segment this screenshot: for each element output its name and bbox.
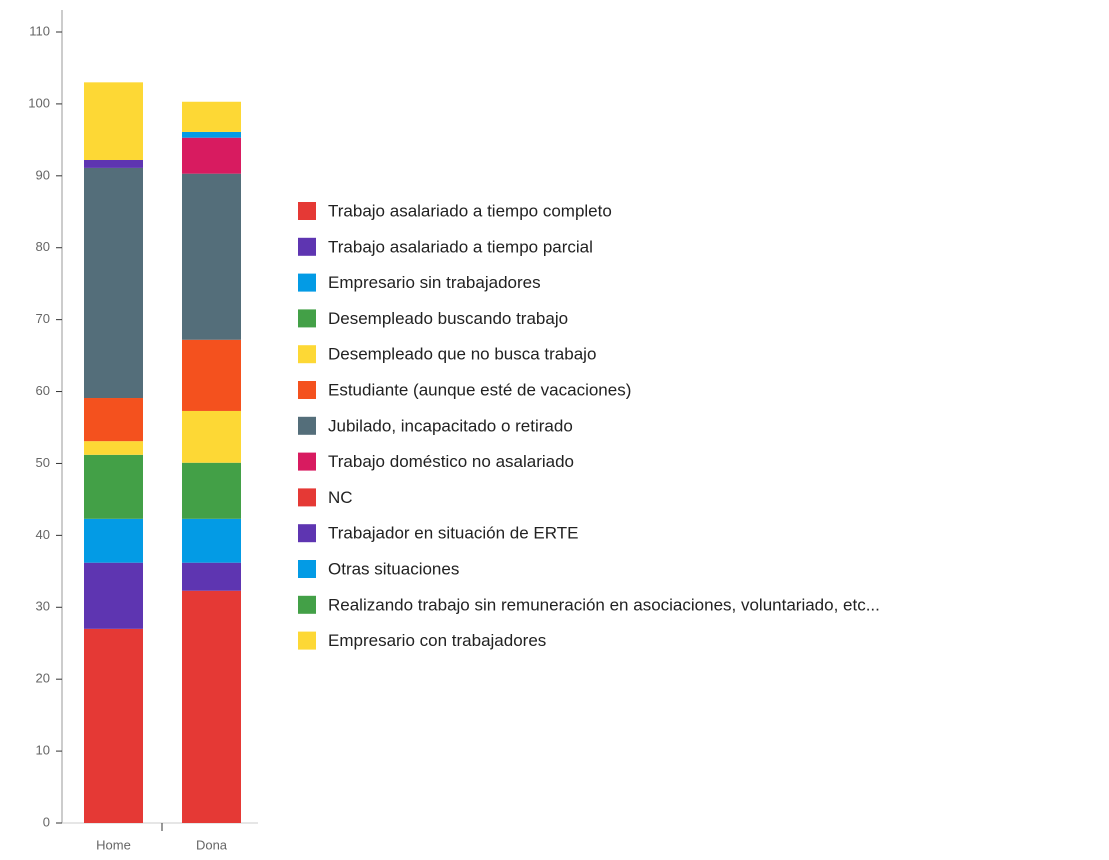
bar-segment <box>84 441 143 455</box>
legend-label: Jubilado, incapacitado o retirado <box>328 416 573 435</box>
legend-swatch <box>298 595 316 614</box>
bar-segment <box>182 131 241 138</box>
y-tick-label: 50 <box>36 455 50 470</box>
legend-swatch <box>298 273 316 292</box>
x-tick-label: Dona <box>196 837 228 852</box>
y-tick-label: 80 <box>36 239 50 254</box>
bar-segment <box>84 518 143 563</box>
y-tick-label: 110 <box>29 23 50 38</box>
legend-label: Trabajo doméstico no asalariado <box>328 452 574 471</box>
x-tick-label: Home <box>96 837 131 852</box>
legend-swatch <box>298 631 316 650</box>
bar-segment <box>182 410 241 463</box>
bar-segment <box>182 518 241 563</box>
legend-label: Trabajo asalariado a tiempo parcial <box>328 237 593 256</box>
bar-segment <box>182 462 241 519</box>
y-tick-label: 20 <box>36 671 50 686</box>
legend-label: Trabajo asalariado a tiempo completo <box>328 201 612 220</box>
legend-swatch <box>298 452 316 471</box>
y-tick-label: 60 <box>36 383 50 398</box>
y-tick-label: 0 <box>43 814 50 829</box>
bar-segment <box>182 137 241 174</box>
legend-swatch <box>298 202 316 220</box>
legend-swatch <box>298 237 316 256</box>
legend-label: NC <box>328 488 353 507</box>
legend-label: Estudiante (aunque esté de vacaciones) <box>328 380 631 399</box>
legend-label: Realizando trabajo sin remuneración en a… <box>328 595 880 614</box>
legend-label: Otras situaciones <box>328 559 459 578</box>
bar-segment <box>182 562 241 591</box>
bar-segment <box>84 562 143 629</box>
bar-segment <box>84 82 143 160</box>
bar-segment <box>182 173 241 340</box>
y-tick-label: 70 <box>36 311 50 326</box>
bar-segment <box>182 590 241 823</box>
legend-label: Trabajador en situación de ERTE <box>328 524 578 543</box>
y-tick-label: 30 <box>36 599 50 614</box>
legend-swatch <box>298 560 316 578</box>
y-tick-label: 10 <box>36 743 50 758</box>
y-tick-label: 40 <box>36 527 50 542</box>
y-tick-label: 90 <box>36 167 50 182</box>
legend-label: Empresario con trabajadores <box>328 631 546 650</box>
bar-segment <box>182 101 241 132</box>
legend-label: Desempleado que no busca trabajo <box>328 345 596 364</box>
legend-swatch <box>298 524 316 543</box>
legend-swatch <box>298 345 316 364</box>
bar-segment <box>84 398 143 442</box>
legend-swatch <box>298 309 316 328</box>
legend-swatch <box>298 381 316 399</box>
bar-segment <box>84 167 143 399</box>
legend-swatch <box>298 488 316 507</box>
bar-segment <box>182 339 241 411</box>
y-tick-label: 100 <box>28 95 50 110</box>
legend-swatch <box>298 416 316 435</box>
bar-segment <box>84 628 143 823</box>
legend-label: Desempleado buscando trabajo <box>328 309 568 328</box>
bar-segment <box>84 454 143 519</box>
bar-segment <box>84 159 143 168</box>
legend-label: Empresario sin trabajadores <box>328 273 541 292</box>
